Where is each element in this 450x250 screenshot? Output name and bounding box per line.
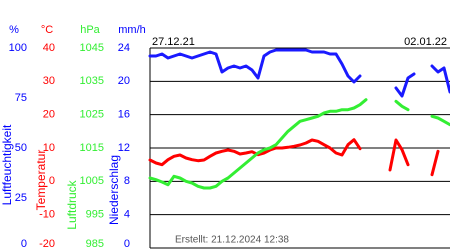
y-tick-label: 20 [118, 75, 130, 87]
footer: Erstellt: 21.12.2024 12:38 [175, 235, 289, 246]
y-tick-label: 10 [43, 142, 55, 154]
axis-unit: mm/h [118, 24, 146, 36]
y-tick-label: 1005 [80, 175, 104, 187]
axis-unit: hPa [80, 24, 100, 36]
y-tick-label: 50 [15, 142, 27, 154]
y-tick-label: 16 [118, 109, 130, 121]
x-label-end: 02.01.22 [404, 36, 447, 48]
y-tick-label: 40 [43, 42, 55, 54]
y-tick-label: 0 [124, 238, 130, 250]
y-tick-label: 30 [43, 75, 55, 87]
axis-title: Luftfeuchtigkeit [0, 124, 14, 205]
y-tick-label: 985 [86, 238, 104, 250]
y-tick-label: 24 [118, 42, 130, 54]
y-tick-label: 20 [43, 109, 55, 121]
axis-unit: % [9, 24, 19, 36]
axis-title: Temperatur [34, 150, 48, 211]
y-tick-label: 8 [124, 175, 130, 187]
series-line [148, 138, 440, 177]
y-tick-label: 4 [124, 209, 130, 221]
y-tick-label: 995 [86, 209, 104, 221]
y-tick-label: 0 [49, 175, 55, 187]
series-line [148, 48, 450, 98]
y-tick-label: 25 [15, 192, 27, 204]
series-line [148, 98, 450, 190]
y-tick-label: 75 [15, 92, 27, 104]
y-tick-label: 1025 [80, 109, 104, 121]
y-tick-label: -20 [39, 238, 55, 250]
y-tick-label: 1045 [80, 42, 104, 54]
y-tick-label: 1015 [80, 142, 104, 154]
y-tick-label: 12 [118, 142, 130, 154]
y-tick-label: 1035 [80, 75, 104, 87]
y-tick-label: 100 [9, 42, 27, 54]
x-label-start: 27.12.21 [152, 36, 195, 48]
y-tick-label: -10 [39, 209, 55, 221]
axis-title: Luftdruck [65, 179, 79, 229]
y-tick-label: 0 [21, 238, 27, 250]
axis-title: Niederschlag [107, 155, 121, 225]
axis-unit: °C [41, 24, 53, 36]
